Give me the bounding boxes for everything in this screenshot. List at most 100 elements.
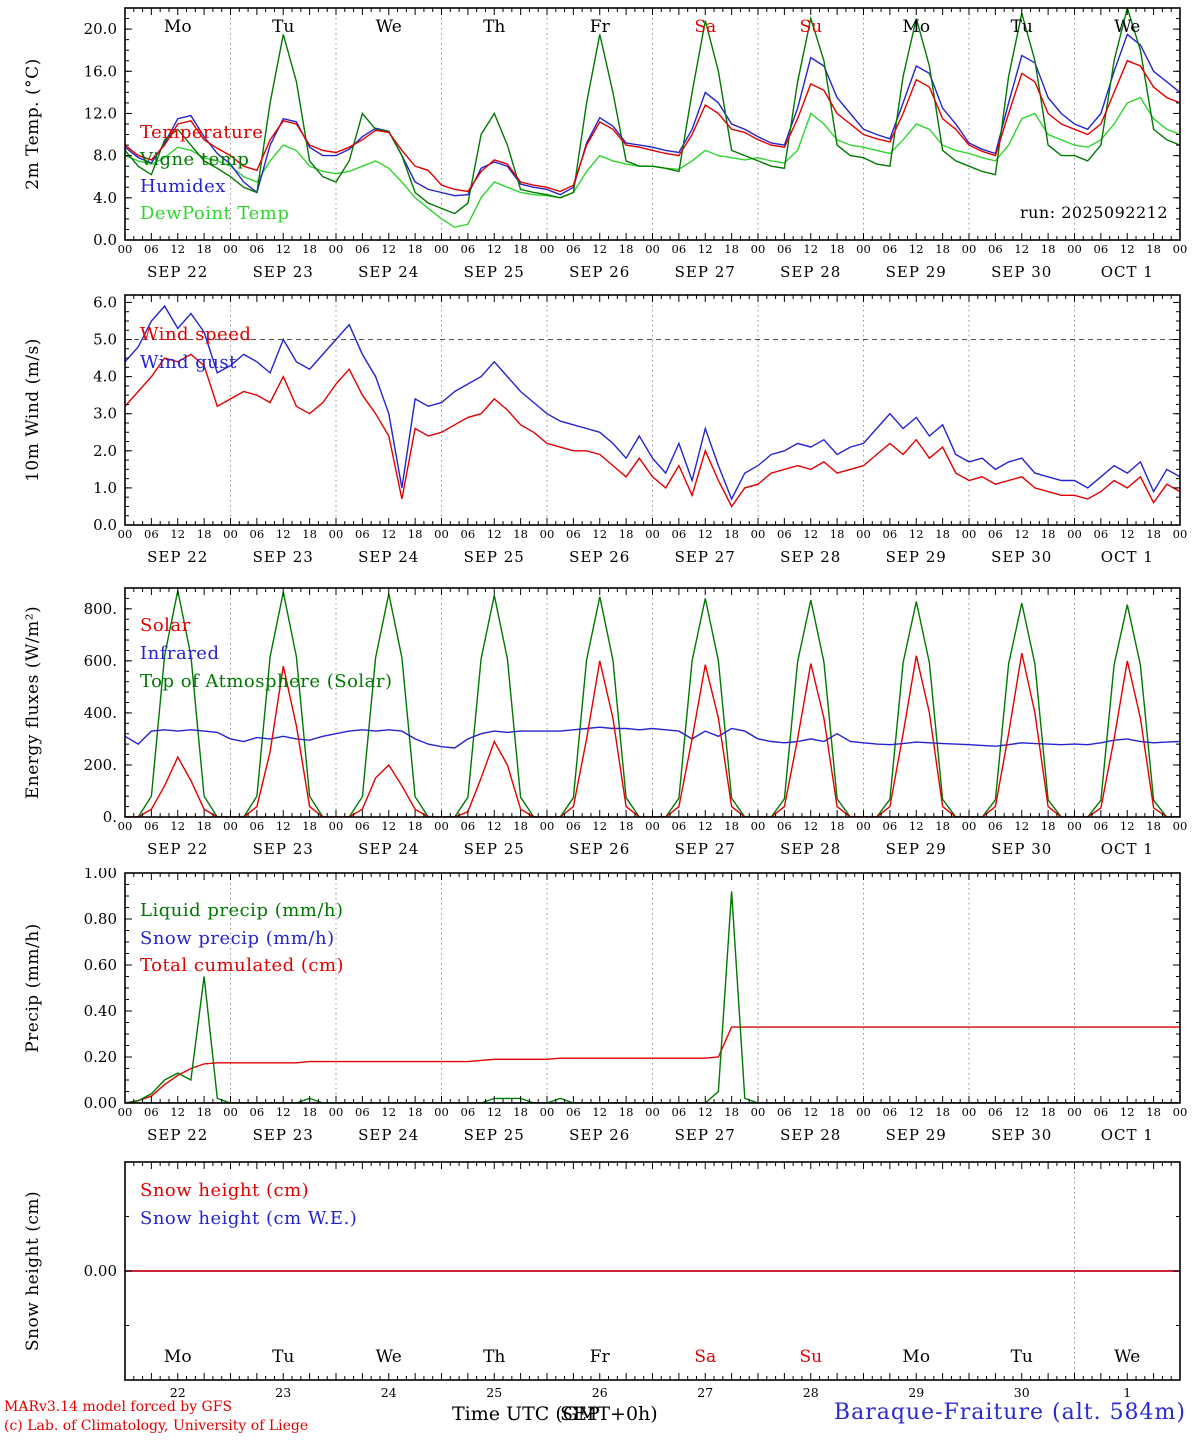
wind-panel: 0.0 1.0 2.0 3.0 4.0 5.0 6.0 10m Wind (m/s) 00 06 1… (0, 288, 1194, 583)
hour-tick-label: 06 (461, 1105, 476, 1119)
hour-tick-label: 12 (592, 527, 607, 541)
hour-tick-label: 12 (698, 819, 713, 833)
hour-tick-label: 06 (1094, 242, 1109, 256)
day-name-label: Th (483, 1347, 505, 1367)
date-label: SEP 28 (780, 840, 841, 858)
y-tick-label: 4.0 (93, 368, 117, 386)
day-name-label: We (1114, 1347, 1140, 1367)
hour-tick-label: 06 (144, 242, 159, 256)
hour-tick-label: 00 (434, 1105, 449, 1119)
y-tick-label: 0.60 (84, 956, 117, 974)
hour-tick-label: 00 (118, 819, 133, 833)
hour-tick-label: 00 (540, 819, 555, 833)
day-name-label: We (376, 17, 402, 37)
hour-tick-label: 18 (302, 527, 317, 541)
hour-tick-label: 00 (856, 242, 871, 256)
hour-tick-label: 00 (962, 527, 977, 541)
hour-tick-label: 12 (381, 527, 396, 541)
credit-line-1: MARv3.14 model forced by GFS (4, 1399, 233, 1415)
hour-tick-label: 06 (672, 242, 687, 256)
y-tick-label: 0.0 (93, 516, 117, 534)
model-credit: MARv3.14 model forced by GFS (c) Lab. of… (4, 1398, 308, 1436)
day-name-label: Sa (694, 1347, 716, 1367)
hour-tick-label: 18 (302, 819, 317, 833)
hour-tick-label: 18 (1041, 242, 1056, 256)
day-name-label: Th (483, 17, 505, 37)
hour-tick-label: 12 (276, 1105, 291, 1119)
hour-tick-label: 18 (197, 527, 212, 541)
hour-tick-label: 06 (355, 242, 370, 256)
hour-tick-label: 18 (197, 1105, 212, 1119)
date-label: SEP 22 (147, 840, 208, 858)
hour-tick-label: 00 (645, 527, 660, 541)
y-axis-label: 2m Temp. (°C) (23, 58, 43, 190)
legend-vigne-temp: Vigne temp (139, 149, 249, 170)
date-label: SEP 30 (991, 263, 1052, 281)
hour-tick-label: 06 (250, 819, 265, 833)
hour-tick-label: 06 (988, 1105, 1003, 1119)
legend-liquid-precip-mm-h: Liquid precip (mm/h) (140, 900, 344, 921)
hour-tick-label: 00 (540, 1105, 555, 1119)
date-label: SEP 25 (464, 263, 525, 281)
footer: MARv3.14 model forced by GFS (c) Lab. of… (0, 1395, 1194, 1440)
hour-tick-label: 18 (619, 527, 634, 541)
y-tick-label: 1.00 (84, 868, 117, 882)
date-label: SEP 28 (780, 548, 841, 566)
hour-tick-label: 00 (118, 242, 133, 256)
day-number-label: 24 (381, 1385, 397, 1400)
hour-tick-label: 18 (830, 819, 845, 833)
date-label: SEP 27 (675, 840, 736, 858)
date-label: SEP 24 (358, 1126, 419, 1144)
hour-tick-label: 12 (381, 242, 396, 256)
y-tick-label: 4.0 (93, 189, 117, 207)
hour-tick-label: 06 (355, 1105, 370, 1119)
hour-tick-label: 00 (1173, 819, 1188, 833)
hour-tick-label: 06 (250, 1105, 265, 1119)
hour-tick-label: 00 (645, 819, 660, 833)
y-axis-label: 10m Wind (m/s) (23, 338, 43, 482)
date-label: SEP 23 (253, 548, 314, 566)
day-name-label: Fr (590, 17, 611, 37)
date-label: SEP 28 (780, 263, 841, 281)
hour-tick-label: 00 (1067, 242, 1082, 256)
hour-tick-label: 06 (883, 819, 898, 833)
day-name-label: Tu (1011, 1347, 1033, 1367)
legend-infrared: Infrared (140, 643, 219, 664)
hour-tick-label: 12 (909, 1105, 924, 1119)
hour-tick-label: 00 (540, 242, 555, 256)
hour-tick-label: 18 (1146, 819, 1161, 833)
series-wind-gust (125, 304, 1180, 501)
hour-tick-label: 12 (1014, 242, 1029, 256)
date-label: SEP 26 (569, 263, 630, 281)
hour-tick-label: 18 (619, 242, 634, 256)
hour-tick-label: 18 (619, 819, 634, 833)
day-boundary-gridlines (230, 295, 1075, 525)
hour-tick-label: 00 (1067, 819, 1082, 833)
series-vigne-temp (125, 8, 1180, 215)
hour-tick-label: 18 (1041, 1105, 1056, 1119)
hour-tick-label: 12 (909, 242, 924, 256)
y-tick-label: 1.0 (93, 479, 117, 497)
hour-tick-label: 18 (1146, 1105, 1161, 1119)
station-title: Baraque-Fraiture (alt. 584m) (833, 1400, 1186, 1425)
legend-temperature: Temperature (140, 122, 263, 143)
hour-tick-label: 12 (1014, 819, 1029, 833)
day-number-label: 22 (170, 1385, 186, 1400)
hour-tick-label: 06 (566, 242, 581, 256)
day-name-label: We (376, 1347, 402, 1367)
hour-tick-label: 12 (803, 819, 818, 833)
legend-humidex: Humidex (140, 176, 226, 197)
legend-snow-precip-mm-h: Snow precip (mm/h) (140, 928, 335, 949)
hour-tick-label: 00 (962, 819, 977, 833)
hour-tick-label: 00 (751, 527, 766, 541)
y-axis-label: Snow height (cm) (23, 1191, 43, 1351)
hour-tick-label: 06 (883, 527, 898, 541)
date-label: SEP 25 (464, 840, 525, 858)
hour-tick-label: 00 (329, 242, 344, 256)
hour-tick-label: 18 (935, 527, 950, 541)
y-axis-label: Energy fluxes (W/m²) (23, 606, 43, 799)
hour-tick-label: 00 (223, 819, 238, 833)
hour-tick-label: 18 (830, 1105, 845, 1119)
hour-tick-label: 18 (197, 819, 212, 833)
